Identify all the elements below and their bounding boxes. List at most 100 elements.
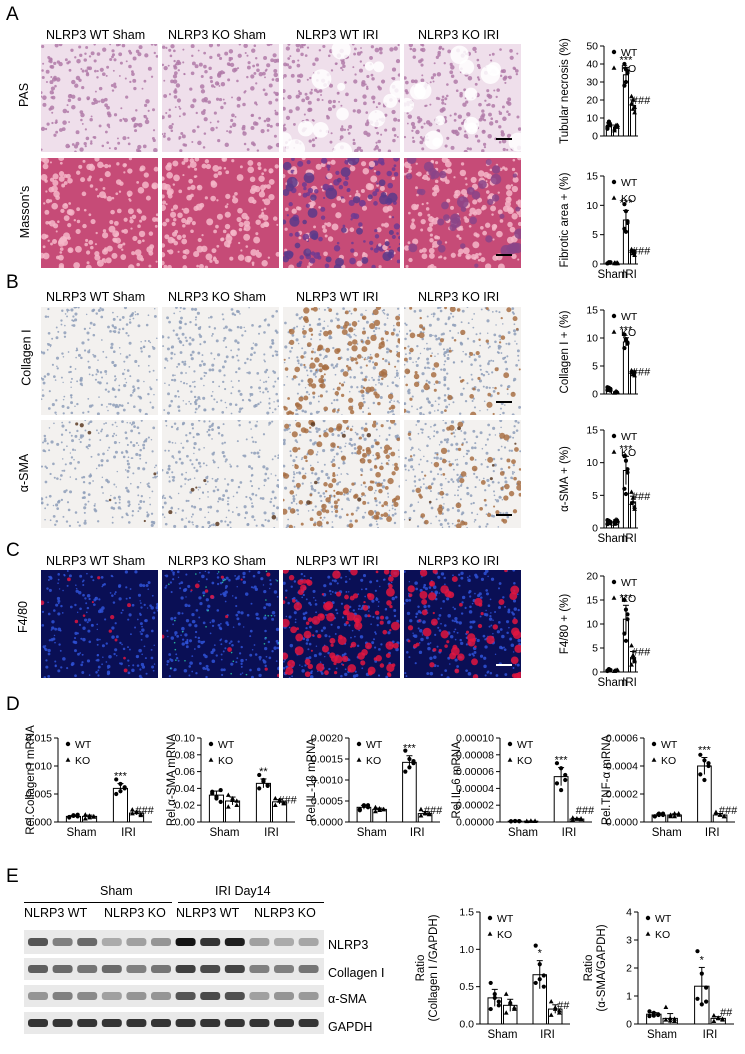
data-point (608, 260, 613, 265)
data-point (704, 985, 709, 990)
legend-wt-marker (611, 49, 617, 55)
legend-wt-marker (611, 579, 617, 585)
x-tick-label: IRI (410, 827, 425, 839)
data-point (622, 202, 627, 207)
y-tick-label: 20 (586, 571, 598, 583)
data-point (717, 812, 723, 817)
data-point (71, 813, 76, 818)
data-point (608, 667, 613, 673)
y-tick-label: 0.00000 (456, 817, 494, 829)
micrograph-f480-0 (41, 570, 158, 678)
data-point (503, 991, 509, 996)
data-point (225, 804, 231, 809)
panel-label-d: D (6, 694, 20, 715)
y-axis-label: Rel.Collagen Ⅰ mRNA (25, 725, 37, 835)
data-point (623, 638, 629, 643)
y-tick-label: 0.10 (175, 733, 196, 745)
data-point (629, 500, 634, 505)
data-point (377, 807, 382, 813)
data-point (265, 783, 270, 788)
data-point (623, 491, 629, 497)
wb-bracket-iri (178, 902, 324, 903)
col-title-ko-iri: NLRP3 KO IRI (418, 28, 500, 42)
data-point (365, 803, 371, 808)
col-title-wt-sham-b: NLRP3 WT Sham (46, 290, 146, 304)
scale-bar (496, 664, 512, 666)
x-tick-label: IRI (705, 827, 720, 839)
y-tick-label: 0.08 (175, 749, 196, 761)
x-tick-label: IRI (622, 677, 637, 689)
chart-ratio-asma-gapdh: Ratio(α-SMA/GAPDH) 0 1 2 3 4 Sham IRI * ## WT KO (583, 907, 734, 1041)
significance-marker: *** (620, 54, 634, 66)
data-point (488, 980, 493, 986)
data-point (118, 781, 123, 787)
data-point (632, 249, 637, 254)
legend-wt: WT (621, 577, 638, 589)
y-tick-label: 0.000 (26, 817, 52, 829)
legend-wt-marker (356, 741, 362, 747)
y-tick-label: 10 (586, 619, 598, 631)
y-tick-label: 10 (586, 333, 598, 345)
x-tick-label: IRI (622, 533, 637, 545)
y-tick-label: 5 (592, 229, 598, 241)
legend-wt-marker (651, 741, 657, 747)
legend-ko: KO (621, 593, 636, 605)
col-title-ko-iri-c: NLRP3 KO IRI (418, 554, 500, 568)
legend-wt-marker (645, 915, 651, 921)
data-point (622, 61, 627, 67)
panel-label-b: B (6, 272, 19, 293)
chart-ratio-collagen-gapdh: Ratio(Collagen Ⅰ /GAPDH) 0.0 0.5 1.0 1.5 Sham… (415, 907, 570, 1042)
y-tick-label: 0.00004 (456, 783, 494, 795)
micrograph-collagen-1 (162, 307, 279, 415)
wb-lane-ko-iri: NLRP3 KO (254, 906, 316, 920)
data-point (532, 818, 538, 823)
data-point (720, 1016, 725, 1021)
col-title-ko-sham-c: NLRP3 KO Sham (168, 554, 266, 568)
legend-wt-marker (208, 741, 214, 747)
y-tick-label: 20 (586, 95, 598, 107)
data-point (230, 795, 235, 801)
legend-ko: KO (366, 755, 381, 767)
data-point (672, 811, 677, 816)
data-point (67, 814, 72, 820)
legend-wt: WT (517, 739, 534, 751)
y-tick-label: 0.005 (26, 789, 52, 801)
data-point (613, 520, 619, 526)
data-point (496, 999, 501, 1004)
y-axis-label: Fibrotic area + (%) (559, 172, 571, 267)
significance-marker: ### (719, 805, 738, 817)
significance-marker: *** (620, 197, 634, 209)
legend-wt: WT (655, 913, 672, 925)
y-tick-label: 0.0000 (311, 817, 343, 829)
data-point (615, 260, 620, 265)
data-point (622, 454, 627, 459)
micrograph-collagen-0 (41, 307, 158, 415)
micrograph-asma-1 (162, 420, 279, 528)
data-point (699, 971, 704, 976)
y-tick-label: 15 (586, 595, 598, 607)
data-point (668, 812, 673, 817)
x-tick-label: Sham (508, 827, 538, 839)
significance-marker: ### (632, 245, 651, 257)
x-tick-label: IRI (562, 827, 577, 839)
y-axis-label: Ratio(Collagen Ⅰ /GAPDH) (415, 914, 440, 1021)
data-point (647, 1014, 652, 1019)
y-tick-label: 0.0006 (606, 733, 638, 745)
significance-marker: *** (620, 592, 634, 604)
x-tick-label: Sham (66, 827, 96, 839)
legend-ko-marker (356, 757, 362, 762)
y-tick-label: 15 (586, 305, 598, 317)
micrograph-masson-2 (283, 158, 400, 268)
data-point (548, 1012, 554, 1017)
y-tick-label: 0 (626, 1019, 632, 1031)
data-point (225, 792, 231, 797)
data-point (210, 791, 215, 796)
wb-bracket-sham (24, 902, 172, 903)
data-point (118, 789, 123, 794)
y-tick-label: 0.0010 (311, 775, 343, 787)
data-point (698, 752, 703, 757)
data-point (656, 812, 662, 818)
